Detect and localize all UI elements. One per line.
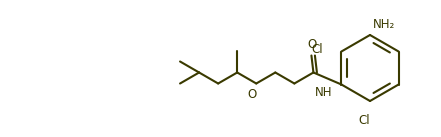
Text: O: O (248, 88, 257, 101)
Text: Cl: Cl (312, 43, 323, 56)
Text: NH₂: NH₂ (373, 18, 395, 31)
Text: NH: NH (315, 85, 332, 99)
Text: Cl: Cl (358, 114, 370, 127)
Text: O: O (308, 38, 317, 51)
